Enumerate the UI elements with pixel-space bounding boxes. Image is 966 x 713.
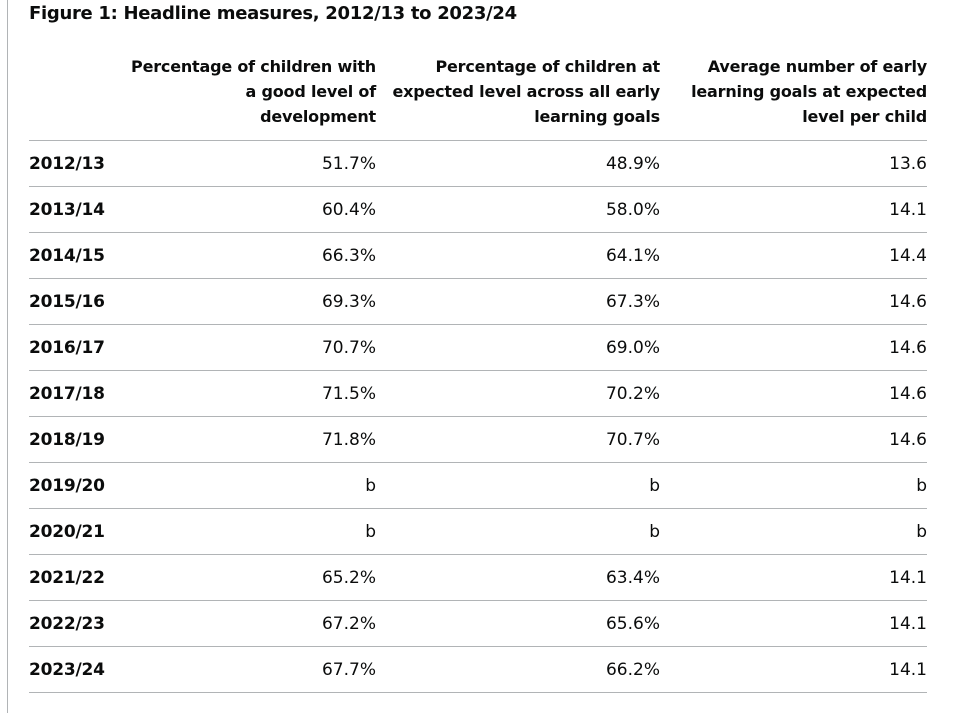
good-level-cell: 65.2% [129, 554, 376, 601]
year-cell: 2017/18 [29, 370, 129, 417]
avg-goals-cell: 14.1 [660, 600, 927, 647]
all-goals-cell: 64.1% [376, 232, 660, 279]
avg-goals-cell: 14.1 [660, 186, 927, 233]
table-row: 2014/15 66.3% 64.1% 14.4 [29, 232, 927, 279]
header-year [29, 46, 129, 141]
good-level-cell: 71.5% [129, 370, 376, 417]
year-cell: 2019/20 [29, 462, 129, 509]
header-line: Average number of early [707, 57, 927, 76]
year-cell: 2022/23 [29, 600, 129, 647]
year-cell: 2023/24 [29, 646, 129, 693]
all-goals-cell: 65.6% [376, 600, 660, 647]
header-line: level per child [802, 107, 927, 126]
header-line: learning goals at expected [691, 82, 927, 101]
avg-goals-cell: 14.6 [660, 370, 927, 417]
good-level-cell: 71.8% [129, 416, 376, 463]
year-cell: 2012/13 [29, 140, 129, 187]
avg-goals-cell: b [660, 462, 927, 509]
all-goals-cell: 70.7% [376, 416, 660, 463]
avg-goals-cell: 14.6 [660, 416, 927, 463]
table-row: 2015/16 69.3% 67.3% 14.6 [29, 278, 927, 325]
good-level-cell: 60.4% [129, 186, 376, 233]
header-line: development [260, 107, 376, 126]
avg-goals-cell: 14.1 [660, 554, 927, 601]
good-level-cell: 70.7% [129, 324, 376, 371]
good-level-cell: 51.7% [129, 140, 376, 187]
header-average-goals-per-child: Average number of early learning goals a… [660, 46, 927, 141]
all-goals-cell: 70.2% [376, 370, 660, 417]
good-level-cell: b [129, 508, 376, 555]
table-row: 2020/21 b b b [29, 508, 927, 555]
table-row: 2022/23 67.2% 65.6% 14.1 [29, 600, 927, 647]
all-goals-cell: 48.9% [376, 140, 660, 187]
all-goals-cell: 63.4% [376, 554, 660, 601]
table-header-row: Percentage of children with a good level… [29, 46, 927, 141]
year-cell: 2020/21 [29, 508, 129, 555]
header-expected-level-all-goals: Percentage of children at expected level… [376, 46, 660, 141]
good-level-cell: b [129, 462, 376, 509]
year-cell: 2014/15 [29, 232, 129, 279]
figure-caption: Figure 1: Headline measures, 2012/13 to … [29, 3, 517, 24]
header-line: Percentage of children with [131, 57, 376, 76]
all-goals-cell: b [376, 462, 660, 509]
year-cell: 2016/17 [29, 324, 129, 371]
avg-goals-cell: 14.1 [660, 646, 927, 693]
avg-goals-cell: 14.4 [660, 232, 927, 279]
header-line: expected level across all early [392, 82, 660, 101]
all-goals-cell: 67.3% [376, 278, 660, 325]
headline-measures-table: Percentage of children with a good level… [29, 46, 927, 693]
good-level-cell: 66.3% [129, 232, 376, 279]
year-cell: 2021/22 [29, 554, 129, 601]
header-line: a good level of [245, 82, 377, 101]
header-line: Percentage of children at [435, 57, 661, 76]
good-level-cell: 67.2% [129, 600, 376, 647]
avg-goals-cell: b [660, 508, 927, 555]
table-row: 2018/19 71.8% 70.7% 14.6 [29, 416, 927, 463]
table-row: 2016/17 70.7% 69.0% 14.6 [29, 324, 927, 371]
good-level-cell: 67.7% [129, 646, 376, 693]
page: Figure 1: Headline measures, 2012/13 to … [7, 0, 966, 713]
table-row: 2019/20 b b b [29, 462, 927, 509]
year-cell: 2013/14 [29, 186, 129, 233]
all-goals-cell: 69.0% [376, 324, 660, 371]
avg-goals-cell: 13.6 [660, 140, 927, 187]
all-goals-cell: b [376, 508, 660, 555]
year-cell: 2015/16 [29, 278, 129, 325]
table-row: 2023/24 67.7% 66.2% 14.1 [29, 646, 927, 693]
table-row: 2021/22 65.2% 63.4% 14.1 [29, 554, 927, 601]
good-level-cell: 69.3% [129, 278, 376, 325]
avg-goals-cell: 14.6 [660, 278, 927, 325]
table-row: 2017/18 71.5% 70.2% 14.6 [29, 370, 927, 417]
all-goals-cell: 58.0% [376, 186, 660, 233]
header-line: learning goals [534, 107, 660, 126]
year-cell: 2018/19 [29, 416, 129, 463]
table-body: 2012/13 51.7% 48.9% 13.6 2013/14 60.4% 58.0% 14… [29, 140, 927, 693]
avg-goals-cell: 14.6 [660, 324, 927, 371]
header-good-level-of-development: Percentage of children with a good level… [129, 46, 376, 141]
table-row: 2013/14 60.4% 58.0% 14.1 [29, 186, 927, 233]
table-row: 2012/13 51.7% 48.9% 13.6 [29, 140, 927, 187]
all-goals-cell: 66.2% [376, 646, 660, 693]
